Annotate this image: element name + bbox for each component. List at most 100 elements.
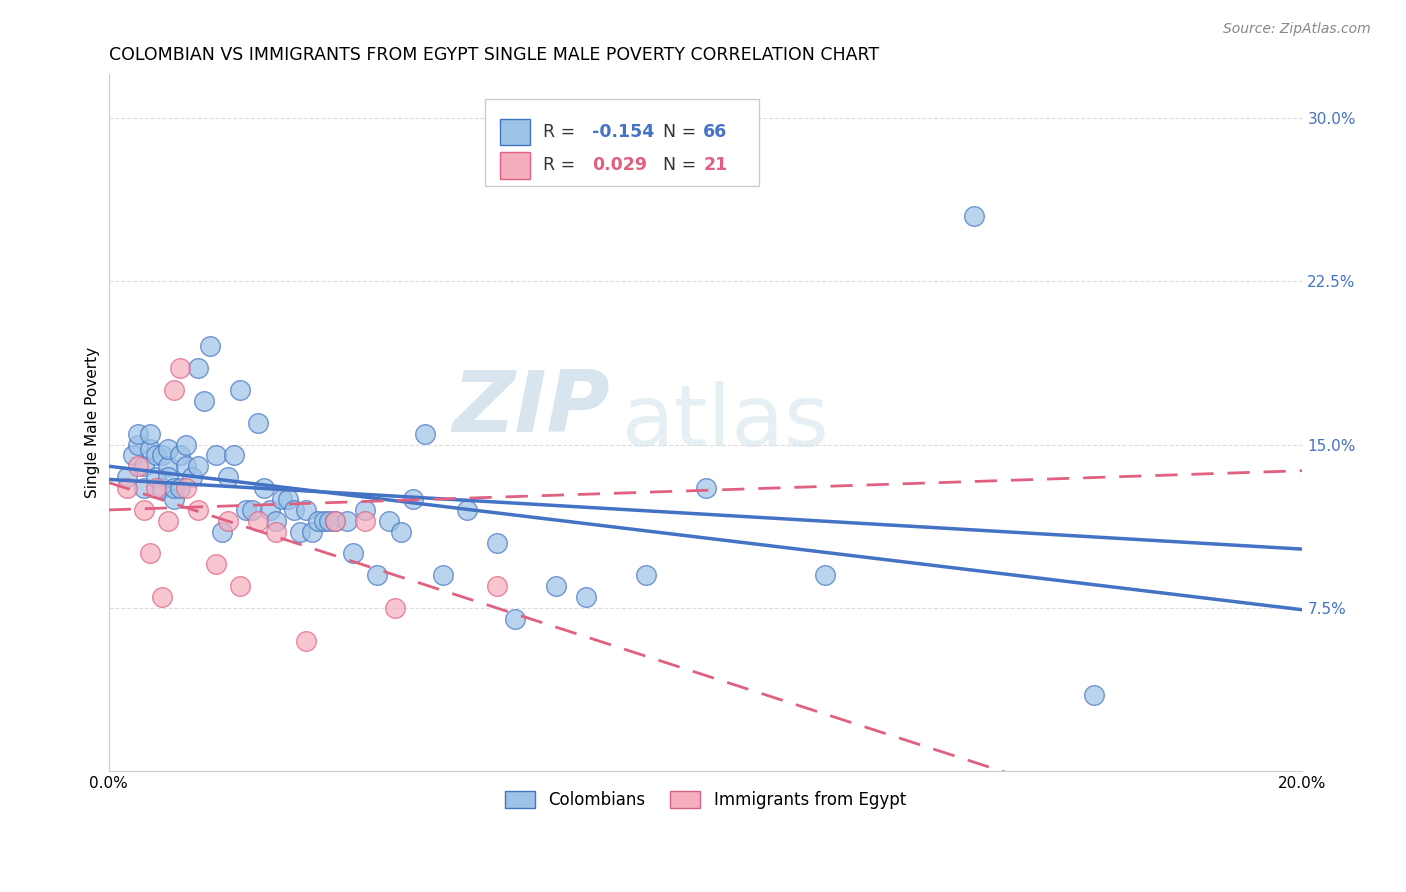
- Point: [134, 459, 156, 474]
- Point: [150, 449, 173, 463]
- Point: [127, 426, 149, 441]
- Text: ZIP: ZIP: [453, 368, 610, 450]
- Point: [181, 470, 204, 484]
- Text: -0.154: -0.154: [592, 123, 654, 141]
- Point: [294, 633, 316, 648]
- Point: [294, 503, 316, 517]
- Text: 0.029: 0.029: [592, 156, 647, 175]
- Point: [402, 491, 425, 506]
- Point: [217, 470, 239, 484]
- Point: [270, 491, 292, 506]
- Point: [127, 437, 149, 451]
- Point: [264, 524, 287, 539]
- Point: [193, 394, 215, 409]
- Text: N =: N =: [652, 123, 702, 141]
- Point: [354, 514, 377, 528]
- Point: [389, 524, 412, 539]
- Text: COLOMBIAN VS IMMIGRANTS FROM EGYPT SINGLE MALE POVERTY CORRELATION CHART: COLOMBIAN VS IMMIGRANTS FROM EGYPT SINGL…: [108, 46, 879, 64]
- Point: [121, 449, 143, 463]
- Point: [157, 470, 180, 484]
- Point: [229, 383, 252, 397]
- Legend: Colombians, Immigrants from Egypt: Colombians, Immigrants from Egypt: [498, 784, 912, 815]
- Point: [187, 361, 209, 376]
- Point: [174, 437, 197, 451]
- Point: [366, 568, 388, 582]
- Point: [157, 514, 180, 528]
- Point: [246, 416, 269, 430]
- Text: atlas: atlas: [621, 381, 830, 464]
- Point: [145, 481, 167, 495]
- Text: N =: N =: [652, 156, 702, 175]
- Point: [139, 442, 162, 456]
- Point: [485, 535, 508, 549]
- Point: [198, 339, 221, 353]
- Text: Source: ZipAtlas.com: Source: ZipAtlas.com: [1223, 22, 1371, 37]
- Bar: [501, 153, 530, 178]
- Point: [174, 481, 197, 495]
- Point: [163, 383, 186, 397]
- Point: [205, 558, 228, 572]
- Point: [264, 514, 287, 528]
- Point: [432, 568, 454, 582]
- Point: [134, 481, 156, 495]
- Point: [163, 491, 186, 506]
- Point: [246, 514, 269, 528]
- Point: [963, 209, 986, 223]
- Text: R =: R =: [543, 123, 581, 141]
- Point: [1083, 688, 1105, 702]
- Point: [217, 514, 239, 528]
- Point: [163, 481, 186, 495]
- Point: [283, 503, 305, 517]
- Point: [378, 514, 401, 528]
- Point: [127, 459, 149, 474]
- Point: [814, 568, 837, 582]
- Point: [169, 361, 191, 376]
- Point: [384, 601, 406, 615]
- Text: R =: R =: [543, 156, 581, 175]
- Point: [139, 426, 162, 441]
- Point: [259, 503, 281, 517]
- Point: [139, 546, 162, 560]
- Text: 66: 66: [703, 123, 727, 141]
- Point: [503, 612, 526, 626]
- Point: [301, 524, 323, 539]
- Point: [546, 579, 568, 593]
- Point: [342, 546, 364, 560]
- Point: [145, 449, 167, 463]
- Point: [354, 503, 377, 517]
- Point: [174, 459, 197, 474]
- Point: [187, 459, 209, 474]
- Y-axis label: Single Male Poverty: Single Male Poverty: [86, 347, 100, 499]
- FancyBboxPatch shape: [485, 98, 759, 186]
- Point: [277, 491, 299, 506]
- Point: [456, 503, 478, 517]
- Point: [205, 449, 228, 463]
- Point: [312, 514, 335, 528]
- Point: [115, 481, 138, 495]
- Bar: [501, 119, 530, 145]
- Point: [325, 514, 347, 528]
- Point: [157, 459, 180, 474]
- Point: [150, 590, 173, 604]
- Point: [634, 568, 657, 582]
- Point: [134, 503, 156, 517]
- Point: [288, 524, 311, 539]
- Point: [253, 481, 276, 495]
- Point: [211, 524, 233, 539]
- Point: [485, 579, 508, 593]
- Point: [307, 514, 329, 528]
- Point: [318, 514, 340, 528]
- Point: [157, 442, 180, 456]
- Point: [222, 449, 245, 463]
- Text: 21: 21: [703, 156, 727, 175]
- Point: [695, 481, 717, 495]
- Point: [235, 503, 257, 517]
- Point: [145, 470, 167, 484]
- Point: [187, 503, 209, 517]
- Point: [169, 481, 191, 495]
- Point: [413, 426, 436, 441]
- Point: [150, 481, 173, 495]
- Point: [169, 449, 191, 463]
- Point: [575, 590, 598, 604]
- Point: [336, 514, 359, 528]
